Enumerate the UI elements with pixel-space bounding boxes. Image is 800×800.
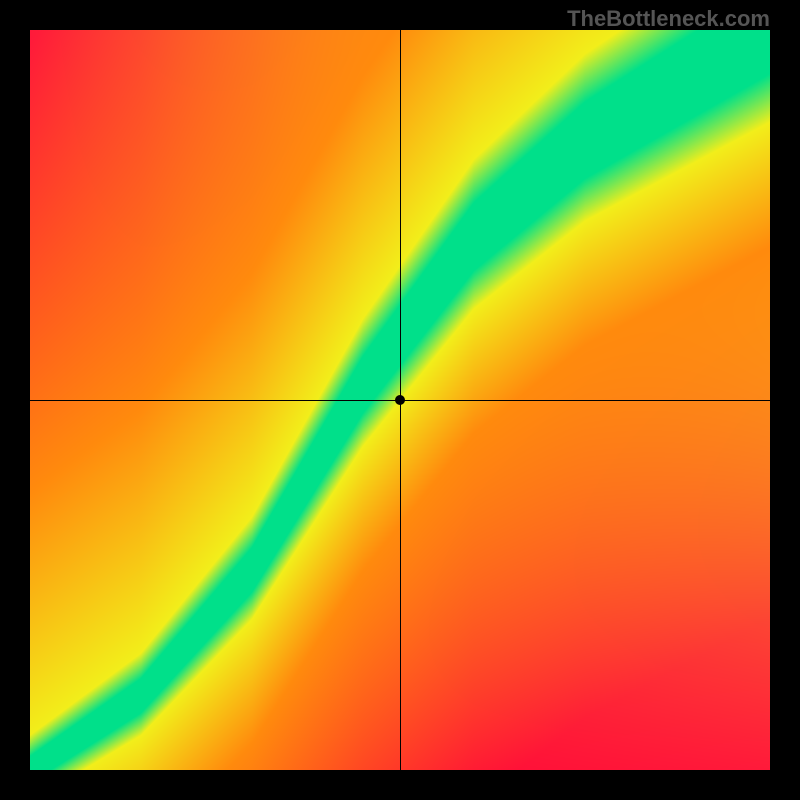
watermark-text: TheBottleneck.com <box>567 6 770 32</box>
chart-container: TheBottleneck.com <box>0 0 800 800</box>
selection-marker <box>395 395 405 405</box>
